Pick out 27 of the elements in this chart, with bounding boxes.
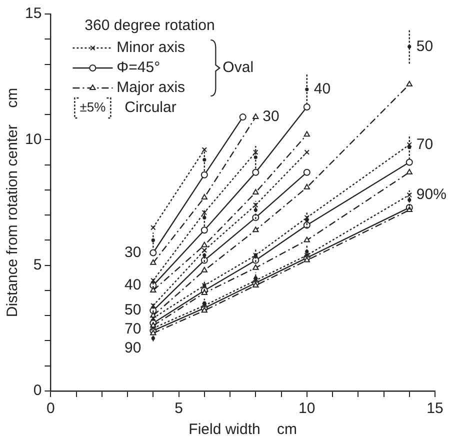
annotation: 90% (416, 186, 446, 204)
y-axis-title: Distance from rotation center cm (4, 88, 22, 318)
x-tick-label: 5 (174, 400, 183, 418)
y-tick-label: 5 (33, 256, 42, 274)
legend-label: Minor axis (116, 39, 186, 56)
legend-label: Φ=45° (116, 59, 160, 76)
annotation: 70 (416, 136, 434, 153)
x-axis-title: Field width cm (188, 421, 298, 438)
annotation: 40 (124, 276, 142, 294)
annotation: 90 (124, 340, 142, 357)
annotation: 50 (416, 38, 434, 55)
annotation: 70 (124, 320, 142, 338)
legend-label: Circular (124, 99, 176, 116)
annotation: 50 (124, 302, 142, 319)
y-tick-label: 0 (33, 382, 42, 400)
legend-title: 360 degree rotation (84, 17, 215, 34)
annotation: 30 (262, 108, 280, 126)
y-tick-label: 10 (24, 130, 42, 148)
annotation: 30 (124, 244, 142, 261)
annotation: ±5% (80, 100, 106, 115)
legend-label: Major axis (116, 79, 186, 96)
y-tick-label: 15 (24, 5, 42, 22)
x-tick-label: 10 (298, 400, 316, 418)
x-tick-label: 15 (426, 400, 444, 418)
annotation: Oval (222, 59, 254, 76)
x-tick-label: 0 (46, 400, 55, 418)
annotation: 40 (314, 80, 331, 98)
